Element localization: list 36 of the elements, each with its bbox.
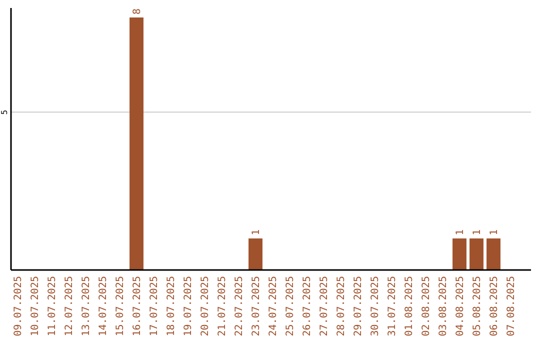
x-tick-label: 29.07.2025 (353, 276, 364, 336)
data-label: 1 (489, 229, 500, 236)
x-tick-label: 12.07.2025 (64, 276, 75, 336)
x-tick-label: 24.07.2025 (268, 276, 279, 336)
x-tick-label: 28.07.2025 (336, 276, 347, 336)
x-tick-label: 05.08.2025 (472, 276, 483, 336)
x-tick-label: 13.07.2025 (81, 276, 92, 336)
x-tick-label: 04.08.2025 (455, 276, 466, 336)
x-tick-label: 11.07.2025 (47, 276, 58, 336)
data-label: 8 (132, 8, 143, 14)
data-label: 1 (455, 229, 466, 236)
x-tick-label: 27.07.2025 (319, 276, 330, 336)
x-tick-label: 14.07.2025 (98, 276, 109, 336)
x-tick-label: 26.07.2025 (302, 276, 313, 336)
x-tick-label: 23.07.2025 (251, 276, 262, 336)
x-tick-label: 15.07.2025 (115, 276, 126, 336)
x-tick-label: 09.07.2025 (13, 276, 24, 336)
x-tick-label: 18.07.2025 (166, 276, 177, 336)
x-tick-label: 22.07.2025 (234, 276, 245, 336)
x-tick-label: 16.07.2025 (132, 276, 143, 336)
x-tick-label: 19.07.2025 (183, 276, 194, 336)
x-tick-label: 21.07.2025 (217, 276, 228, 336)
x-tick-label: 10.07.2025 (30, 276, 41, 336)
x-tick-label: 07.08.2025 (506, 276, 517, 336)
x-tick-label: 25.07.2025 (285, 276, 296, 336)
data-label: 1 (472, 229, 483, 236)
x-tick-label: 06.08.2025 (489, 276, 500, 336)
x-tick-label: 20.07.2025 (200, 276, 211, 336)
x-tick-label: 02.08.2025 (421, 276, 432, 336)
x-tick-label: 03.08.2025 (438, 276, 449, 336)
x-tick-label: 17.07.2025 (149, 276, 160, 336)
x-tick-label: 31.07.2025 (387, 276, 398, 336)
x-tick-label: 01.08.2025 (404, 276, 415, 336)
x-tick-label: 30.07.2025 (370, 276, 381, 336)
data-label: 1 (251, 229, 262, 236)
y-tick-label: 5 (0, 110, 9, 115)
